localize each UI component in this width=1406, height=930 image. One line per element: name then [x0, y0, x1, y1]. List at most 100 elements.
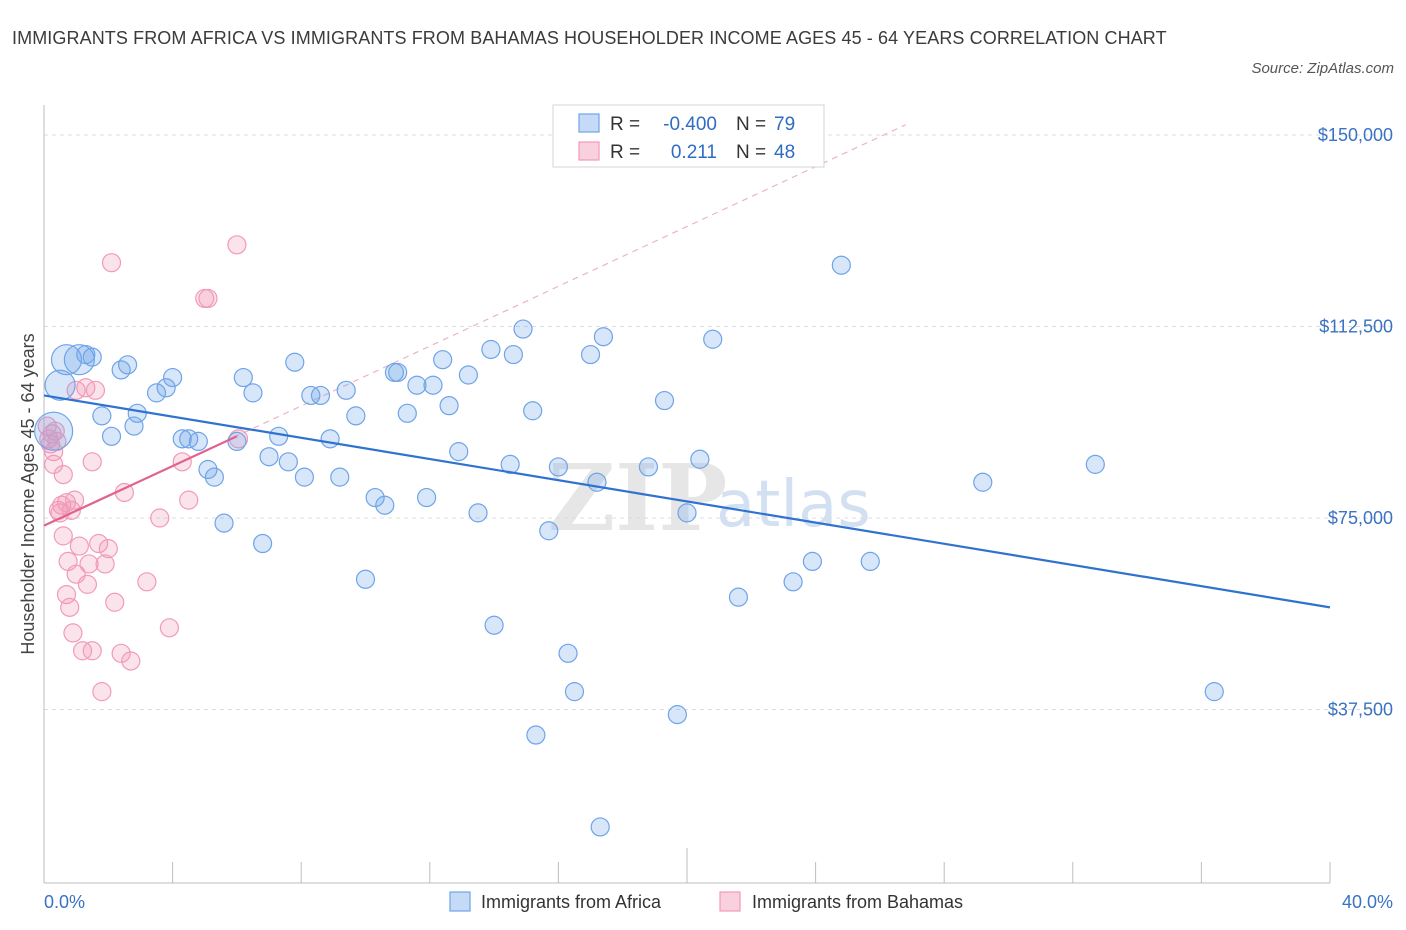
y-tick-label: $150,000	[1318, 125, 1393, 145]
y-axis-label: Householder Income Ages 45 - 64 years	[18, 333, 38, 654]
legend-africa-r-value: -0.400	[663, 114, 717, 135]
africa-point	[330, 467, 350, 487]
africa-point	[336, 380, 356, 400]
africa-point	[355, 569, 376, 589]
africa-point	[34, 411, 74, 451]
axes-layer	[43, 105, 1331, 884]
africa-point	[1204, 682, 1224, 702]
africa-point	[677, 503, 697, 523]
legend-swatch-bahamas	[578, 141, 600, 161]
legend-africa-n-label: N =	[736, 114, 766, 135]
africa-point	[146, 383, 167, 403]
bahamas-point	[150, 508, 170, 528]
bahamas-points	[37, 235, 249, 702]
y-tick-label: $75,000	[1328, 508, 1393, 528]
africa-point	[63, 344, 95, 376]
africa-point	[278, 452, 298, 472]
africa-point	[269, 426, 289, 446]
bottom-legend: Immigrants from Africa Immigrants from B…	[449, 891, 963, 912]
africa-point	[484, 615, 504, 635]
africa-point	[156, 378, 176, 398]
bahamas-point	[227, 235, 247, 255]
africa-point	[654, 390, 675, 411]
x-tick-label-min: 0.0%	[44, 892, 85, 912]
y-tick-labels: $37,500 $75,000 $112,500 $150,000	[1318, 125, 1393, 720]
africa-point	[285, 352, 305, 372]
trend-lines	[43, 394, 1331, 609]
africa-point	[127, 403, 147, 423]
africa-point	[690, 449, 710, 469]
africa-point	[204, 467, 224, 487]
top-legend: R = -0.400 N = 79 R = 0.211 N = 48	[552, 104, 825, 168]
africa-point	[111, 360, 131, 380]
africa-point	[433, 350, 453, 370]
bahamas-point	[101, 253, 122, 273]
africa-point	[44, 369, 76, 401]
africa-point	[548, 457, 569, 477]
africa-point	[163, 367, 183, 388]
bahamas-point	[121, 651, 141, 671]
bahamas-point	[53, 464, 73, 485]
africa-point	[124, 416, 144, 436]
legend-africa-r-label: R =	[610, 114, 640, 135]
africa-point	[320, 429, 340, 449]
x-tick-label-max: 40.0%	[1342, 892, 1393, 912]
bahamas-point	[72, 641, 93, 661]
africa-point	[416, 487, 437, 508]
africa-point	[500, 454, 520, 474]
bahamas-point	[159, 618, 179, 638]
africa-point	[50, 344, 83, 376]
bottom-legend-label-africa: Immigrants from Africa	[481, 892, 662, 912]
africa-point	[973, 472, 993, 492]
bottom-legend-swatch-africa	[449, 891, 471, 912]
africa-point	[243, 383, 263, 403]
africa-point	[365, 487, 385, 508]
africa-point	[513, 319, 533, 339]
bahamas-point	[82, 452, 102, 472]
bahamas-point	[82, 641, 102, 661]
africa-point	[667, 705, 687, 725]
africa-point	[198, 459, 218, 480]
africa-trend-line	[43, 394, 1331, 609]
legend-bahamas-n-value: 48	[774, 142, 795, 163]
bahamas-point	[63, 623, 83, 643]
africa-point	[388, 362, 408, 383]
africa-point	[188, 431, 208, 451]
africa-point	[860, 551, 880, 572]
bahamas-point	[64, 490, 85, 510]
africa-point	[503, 344, 523, 365]
africa-point	[346, 406, 366, 426]
legend-swatch-africa	[578, 113, 600, 133]
africa-point	[439, 396, 459, 416]
bahamas-point	[77, 574, 98, 594]
bahamas-point	[60, 597, 80, 617]
africa-point	[253, 533, 273, 554]
africa-point	[397, 403, 417, 423]
chart-title: IMMIGRANTS FROM AFRICA VS IMMIGRANTS FRO…	[12, 28, 1167, 48]
bahamas-point	[95, 554, 115, 574]
bahamas-point	[137, 572, 157, 592]
africa-point	[301, 385, 321, 406]
grid-layer	[44, 134, 1393, 710]
africa-point	[802, 551, 822, 572]
africa-point	[783, 572, 803, 592]
africa-point	[526, 725, 546, 745]
africa-point	[703, 329, 723, 349]
bottom-legend-label-bahamas: Immigrants from Bahamas	[752, 892, 963, 912]
bahamas-trend-line	[43, 435, 238, 527]
africa-point	[233, 367, 253, 388]
source-label: Source: ZipAtlas.com	[1251, 60, 1394, 77]
africa-points	[34, 255, 1224, 837]
africa-point	[259, 447, 279, 467]
bahamas-point	[105, 592, 125, 612]
bottom-legend-swatch-bahamas	[719, 891, 741, 912]
africa-point	[407, 375, 427, 395]
y-tick-label: $112,500	[1319, 317, 1393, 337]
africa-point	[564, 682, 585, 702]
bahamas-point	[53, 526, 73, 546]
legend-bahamas-r-label: R =	[610, 142, 640, 163]
africa-point	[580, 344, 601, 365]
africa-point	[117, 355, 138, 375]
africa-point	[375, 495, 395, 515]
